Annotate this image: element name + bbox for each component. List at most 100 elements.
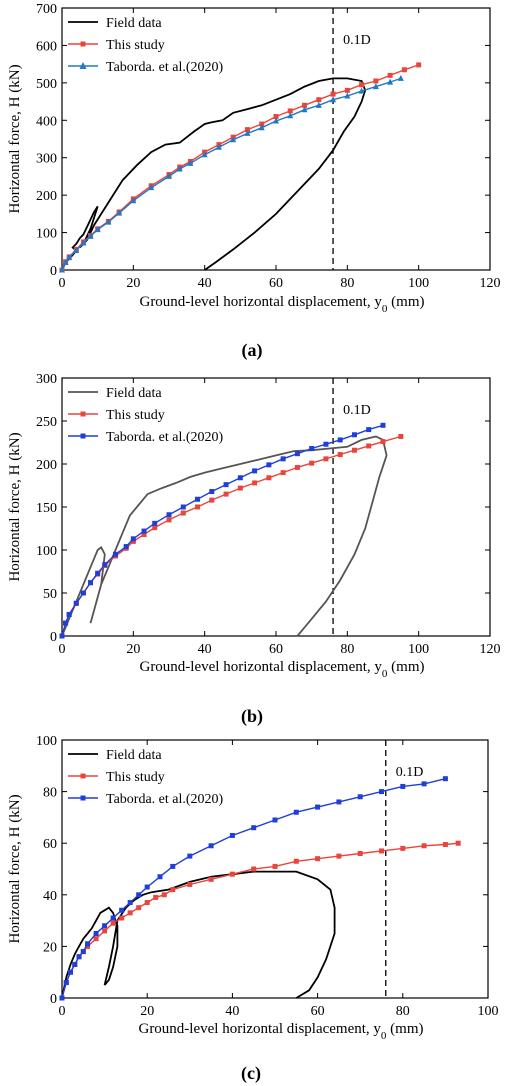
data-point [153, 894, 159, 900]
x-tick-label: 40 [198, 276, 212, 291]
x-axis-label-unit: (mm) [387, 294, 424, 310]
data-point [94, 226, 101, 233]
data-point [302, 102, 308, 108]
data-point [387, 78, 394, 85]
data-point [66, 612, 72, 617]
data-point [136, 905, 142, 911]
data-point [215, 143, 222, 150]
x-tick-label: 40 [198, 642, 212, 657]
data-point [252, 468, 258, 474]
legend-swatch-marker [79, 62, 87, 69]
data-point [398, 433, 404, 439]
reference-line-label: 0.1D [396, 765, 424, 780]
data-point [287, 112, 294, 119]
y-axis-label: Horizontal force, H (kN) [7, 794, 23, 943]
data-point [272, 863, 278, 869]
x-tick-label: 80 [340, 276, 354, 291]
y-tick-label: 20 [43, 940, 57, 955]
x-tick-label: 120 [480, 642, 501, 657]
x-tick-label: 0 [59, 276, 66, 291]
y-tick-label: 200 [36, 189, 57, 204]
reference-line-label: 0.1D [343, 33, 371, 48]
y-tick-label: 100 [36, 734, 57, 749]
data-point [387, 72, 393, 78]
data-point [180, 510, 186, 516]
data-point [187, 853, 193, 859]
y-tick-label: 250 [36, 415, 57, 430]
data-point [366, 427, 372, 433]
x-tick-label: 0 [59, 642, 66, 657]
legend-swatch-marker [80, 41, 86, 47]
data-point [229, 871, 235, 877]
data-point [80, 590, 86, 596]
y-tick-label: 400 [36, 114, 57, 129]
legend-swatch-marker [80, 411, 86, 417]
data-point [187, 159, 194, 166]
data-point [102, 562, 108, 568]
data-point [280, 470, 286, 476]
data-point [293, 809, 299, 815]
data-point [102, 923, 108, 929]
data-point [110, 920, 116, 926]
data-point [166, 512, 172, 518]
x-tick-label: 60 [269, 642, 283, 657]
data-point [293, 858, 299, 864]
data-point [136, 892, 142, 898]
data-point [110, 915, 116, 921]
data-point [170, 887, 176, 893]
data-point [166, 517, 172, 523]
y-tick-label: 300 [36, 372, 57, 387]
data-point [315, 804, 321, 810]
legend-label: This study [106, 770, 165, 785]
data-point [119, 915, 125, 921]
series-line-2 [61, 778, 446, 999]
data-point [63, 980, 69, 986]
panel-label: (a) [242, 340, 263, 361]
series-line-1 [61, 64, 419, 271]
data-point [357, 851, 363, 857]
data-point [442, 841, 448, 847]
data-point [237, 485, 243, 491]
data-point [229, 832, 235, 838]
data-point [379, 848, 384, 854]
legend-label: This study [106, 38, 165, 53]
data-point [152, 520, 158, 526]
data-point [130, 538, 136, 544]
x-tick-label: 20 [126, 276, 140, 291]
chart-panel-0: 0 20 40 60 80 100 120 0 100 200 300 400 500 600 700 0.1… [7, 2, 501, 361]
data-point [244, 129, 251, 136]
data-point [397, 74, 404, 81]
data-point [85, 943, 91, 949]
x-tick-label: 60 [269, 276, 283, 291]
data-point [359, 82, 365, 88]
x-tick-label: 20 [126, 642, 140, 657]
x-axis-label: Ground-level horizontal displacement, y0… [139, 294, 424, 315]
data-point [287, 108, 293, 114]
data-point [95, 570, 101, 576]
data-point [119, 907, 125, 913]
data-point [113, 551, 118, 557]
data-point [176, 165, 183, 172]
series-line-1 [61, 842, 459, 999]
x-tick-label: 100 [478, 1004, 499, 1019]
plot-frame [61, 739, 489, 999]
data-point [62, 259, 69, 266]
data-point [166, 172, 172, 179]
x-axis-label-unit: (mm) [387, 659, 424, 675]
data-point [336, 799, 342, 805]
data-point [455, 840, 461, 846]
data-point [421, 781, 427, 787]
series-line-0 [61, 77, 367, 271]
series-line-0 [61, 870, 336, 999]
data-point [323, 456, 329, 462]
data-point [251, 825, 257, 831]
data-point [144, 900, 150, 906]
series-line-2 [61, 424, 384, 637]
y-axis-label: Horizontal force, H (kN) [7, 432, 23, 581]
y-tick-label: 600 [36, 39, 57, 54]
data-point [366, 443, 372, 449]
y-tick-label: 100 [36, 227, 57, 242]
data-point [157, 874, 163, 880]
data-point [93, 936, 99, 942]
data-point [66, 254, 73, 261]
